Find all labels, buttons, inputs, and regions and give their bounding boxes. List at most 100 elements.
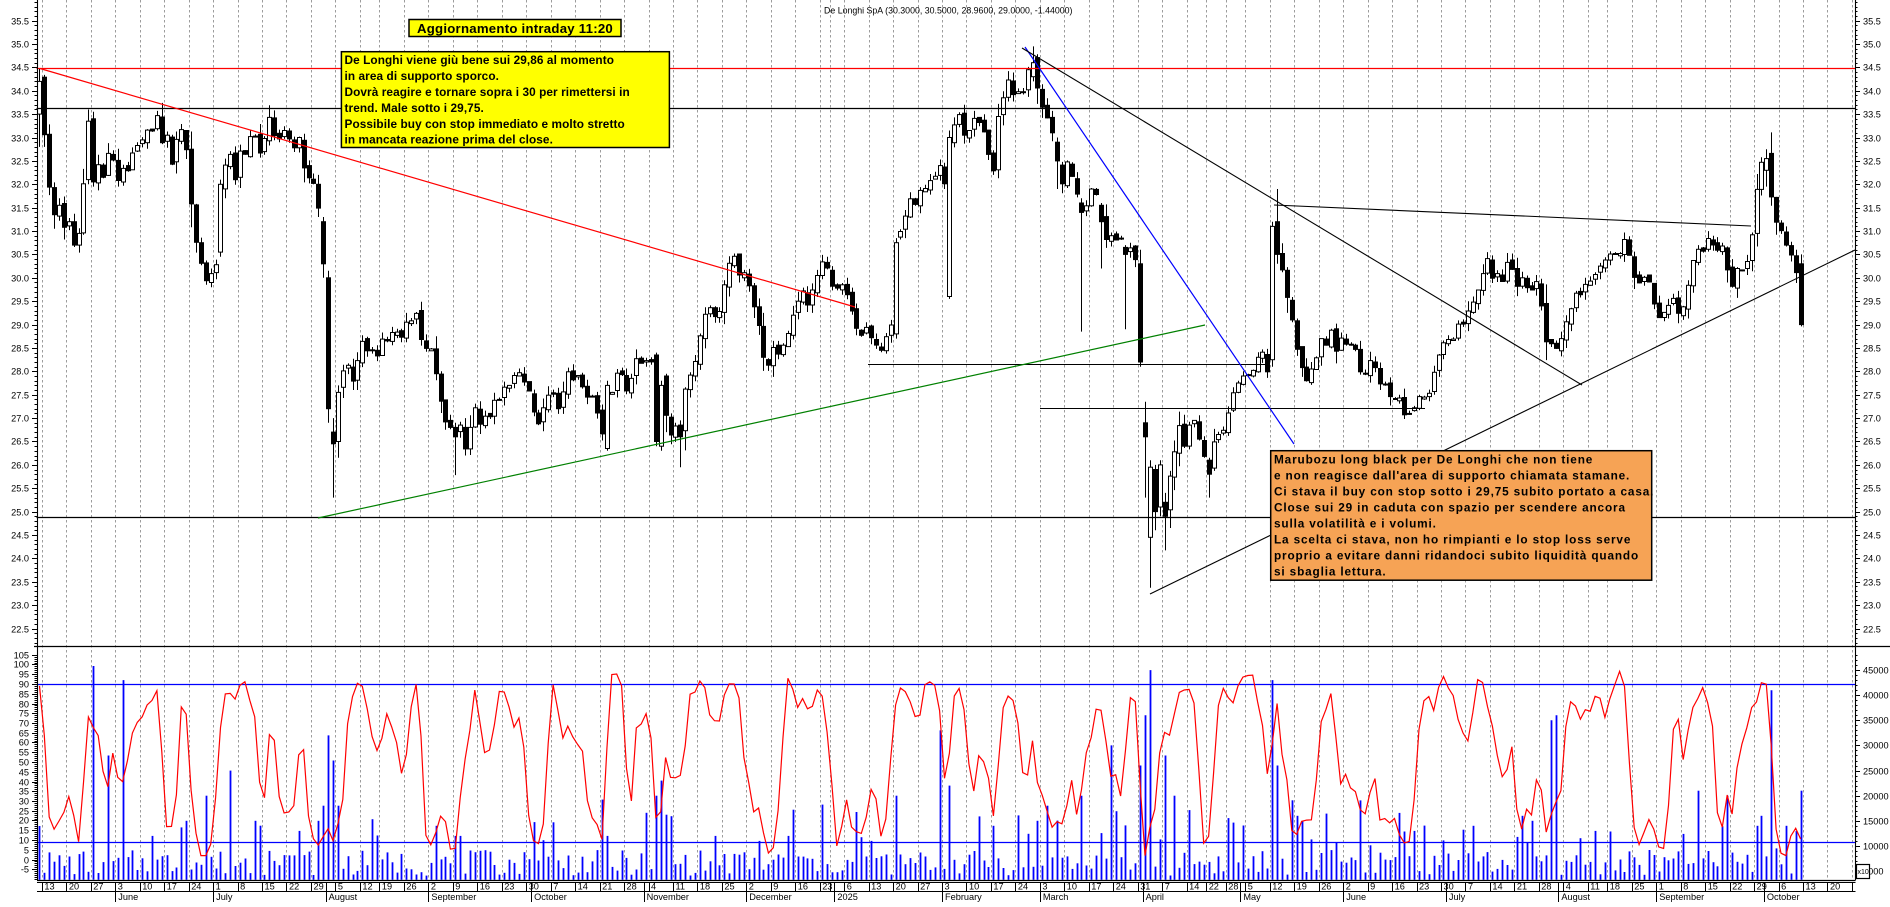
svg-text:2: 2 [749, 882, 754, 892]
svg-text:5: 5 [338, 882, 343, 892]
svg-text:trend. Male sotto i 29,75.: trend. Male sotto i 29,75. [345, 101, 484, 115]
svg-text:27: 27 [93, 882, 103, 892]
svg-text:22: 22 [1732, 882, 1742, 892]
svg-text:31.5: 31.5 [1863, 204, 1881, 214]
svg-text:July: July [1449, 892, 1466, 902]
svg-text:10: 10 [969, 882, 979, 892]
svg-text:26.0: 26.0 [11, 461, 29, 471]
svg-text:27.0: 27.0 [1863, 414, 1881, 424]
svg-text:75: 75 [19, 709, 29, 719]
svg-text:30.0: 30.0 [11, 274, 29, 284]
svg-text:April: April [1146, 892, 1164, 902]
svg-text:24.0: 24.0 [11, 554, 29, 564]
svg-text:17: 17 [167, 882, 177, 892]
svg-text:30.0: 30.0 [1863, 274, 1881, 284]
svg-text:8: 8 [1683, 882, 1688, 892]
svg-text:33.5: 33.5 [1863, 110, 1881, 120]
svg-text:35.0: 35.0 [11, 40, 29, 50]
svg-text:30000: 30000 [1863, 741, 1889, 751]
svg-text:28.0: 28.0 [1863, 367, 1881, 377]
svg-text:proprio a evitare danni ridand: proprio a evitare danni ridandoci subito… [1274, 549, 1639, 563]
svg-text:32.0: 32.0 [11, 180, 29, 190]
svg-text:14: 14 [1189, 882, 1199, 892]
svg-text:March: March [1043, 892, 1069, 902]
svg-text:30.5: 30.5 [1863, 250, 1881, 260]
svg-text:June: June [118, 892, 138, 902]
svg-text:95: 95 [19, 670, 29, 680]
svg-text:29.0: 29.0 [11, 321, 29, 331]
svg-text:26.5: 26.5 [1863, 437, 1881, 447]
svg-text:23.5: 23.5 [1863, 578, 1881, 588]
svg-text:10000: 10000 [1863, 842, 1889, 852]
svg-text:80: 80 [19, 700, 29, 710]
svg-text:18: 18 [700, 882, 710, 892]
svg-text:August: August [329, 892, 358, 902]
svg-text:7: 7 [553, 882, 558, 892]
svg-text:27.0: 27.0 [11, 414, 29, 424]
svg-text:16: 16 [1395, 882, 1405, 892]
svg-text:65: 65 [19, 729, 29, 739]
svg-text:1: 1 [216, 882, 221, 892]
svg-text:9: 9 [773, 882, 778, 892]
svg-text:40: 40 [19, 778, 29, 788]
svg-text:21: 21 [602, 882, 612, 892]
svg-text:Ci stava il buy con stop sotto: Ci stava il buy con stop sotto i 29,75 s… [1274, 485, 1654, 499]
svg-text:34.5: 34.5 [1863, 63, 1881, 73]
svg-text:July: July [216, 892, 233, 902]
svg-text:20: 20 [69, 882, 79, 892]
svg-text:31.5: 31.5 [11, 204, 29, 214]
svg-text:13: 13 [871, 882, 881, 892]
svg-text:Dovrà reagire e tornare sopra: Dovrà reagire e tornare sopra i 30 per r… [345, 85, 630, 99]
svg-text:34.0: 34.0 [1863, 87, 1881, 97]
svg-text:in mancata reazione prima del: in mancata reazione prima del close. [345, 133, 553, 147]
svg-text:22: 22 [289, 882, 299, 892]
svg-text:5: 5 [24, 846, 29, 856]
svg-text:45000: 45000 [1863, 666, 1889, 676]
svg-text:-5: -5 [21, 865, 29, 875]
svg-text:8: 8 [240, 882, 245, 892]
svg-text:85: 85 [19, 690, 29, 700]
svg-text:29.5: 29.5 [1863, 297, 1881, 307]
svg-text:November: November [647, 892, 689, 902]
svg-text:20: 20 [1830, 882, 1840, 892]
svg-text:September: September [1659, 892, 1704, 902]
svg-text:5: 5 [1248, 882, 1253, 892]
svg-text:De Longhi SpA (30.3000, 30.500: De Longhi SpA (30.3000, 30.5000, 28.9600… [824, 6, 1073, 16]
svg-text:3: 3 [945, 882, 950, 892]
svg-text:29: 29 [1757, 882, 1767, 892]
svg-text:10: 10 [19, 836, 29, 846]
svg-text:26: 26 [406, 882, 416, 892]
svg-text:27: 27 [920, 882, 930, 892]
svg-text:40000: 40000 [1863, 691, 1889, 701]
svg-text:February: February [945, 892, 982, 902]
svg-text:25.0: 25.0 [11, 508, 29, 518]
svg-text:50: 50 [19, 758, 29, 768]
svg-text:14: 14 [1492, 882, 1502, 892]
svg-text:1: 1 [1659, 882, 1664, 892]
svg-text:e non reagisce dall'area di su: e non reagisce dall'area di supporto chi… [1274, 469, 1630, 483]
svg-text:24.5: 24.5 [1863, 531, 1881, 541]
svg-text:4: 4 [1566, 882, 1571, 892]
svg-text:2: 2 [1346, 882, 1351, 892]
svg-text:9: 9 [455, 882, 460, 892]
svg-text:70: 70 [19, 719, 29, 729]
svg-text:17: 17 [993, 882, 1003, 892]
svg-text:25.5: 25.5 [11, 484, 29, 494]
svg-text:32.5: 32.5 [1863, 157, 1881, 167]
svg-text:6: 6 [847, 882, 852, 892]
svg-text:19: 19 [1297, 882, 1307, 892]
svg-text:23.5: 23.5 [11, 578, 29, 588]
svg-text:21: 21 [1517, 882, 1527, 892]
svg-text:15000: 15000 [1863, 817, 1889, 827]
svg-text:24: 24 [1116, 882, 1126, 892]
svg-text:28.5: 28.5 [1863, 344, 1881, 354]
svg-text:6: 6 [1781, 882, 1786, 892]
svg-text:24: 24 [1018, 882, 1028, 892]
svg-text:23: 23 [822, 882, 832, 892]
svg-text:22.5: 22.5 [1863, 625, 1881, 635]
svg-text:29.5: 29.5 [11, 297, 29, 307]
svg-text:4: 4 [651, 882, 656, 892]
svg-text:23.0: 23.0 [1863, 601, 1881, 611]
svg-text:60: 60 [19, 738, 29, 748]
svg-text:20000: 20000 [1863, 792, 1889, 802]
